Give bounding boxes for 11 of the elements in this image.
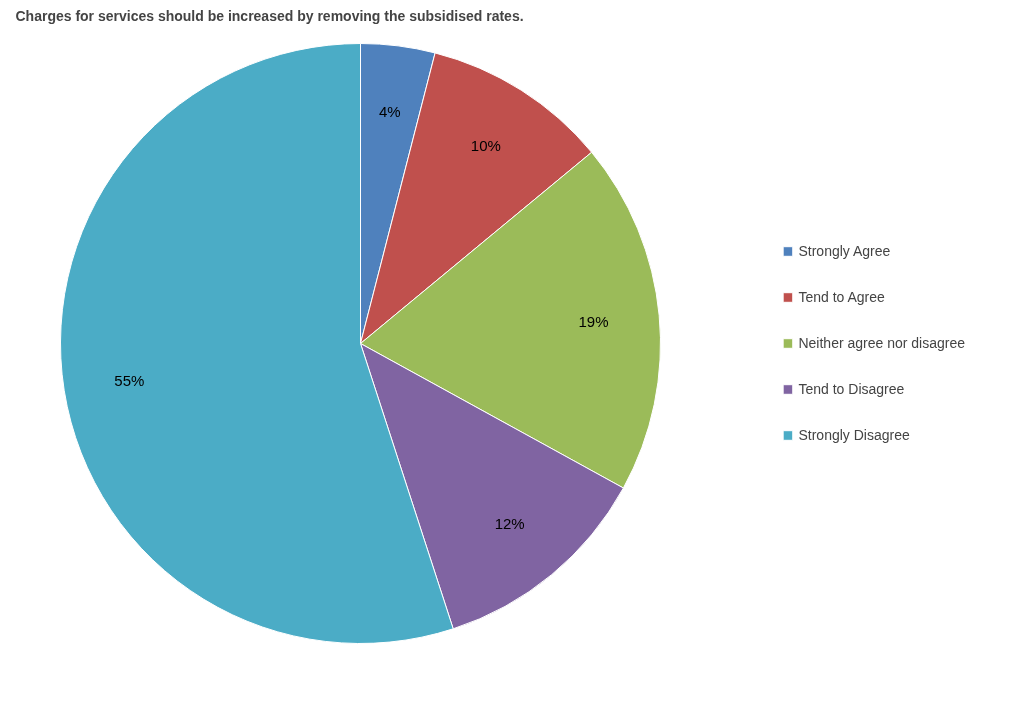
- data-label: 12%: [494, 515, 525, 533]
- legend-label: Neither agree nor disagree: [798, 335, 965, 351]
- legend-label: Tend to Agree: [798, 289, 885, 305]
- data-label: 19%: [578, 312, 609, 330]
- legend-label: Tend to Disagree: [798, 381, 905, 397]
- legend-label: Strongly Disagree: [798, 427, 910, 443]
- legend-label: Strongly Agree: [798, 243, 891, 259]
- data-label: 10%: [470, 137, 501, 155]
- chart-title: Charges for services should be increased by removing the subsidised rates.: [15, 7, 524, 24]
- data-label: 4%: [378, 102, 401, 120]
- data-label: 55%: [114, 371, 145, 389]
